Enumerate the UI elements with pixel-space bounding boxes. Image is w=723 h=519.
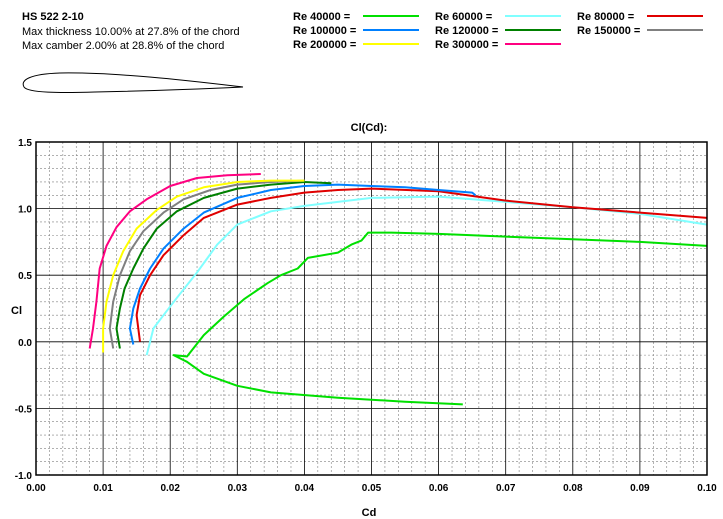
y-tick-label: 1.0 (18, 205, 32, 216)
legend-label: Re 100000 = (293, 25, 356, 37)
series-line-7 (88, 173, 261, 349)
airfoil-shape-outline (22, 72, 244, 93)
camber-info: Max camber 2.00% at 28.8% of the chord (22, 40, 224, 52)
legend-label: Re 80000 = (577, 11, 634, 23)
y-tick-label: 0.5 (18, 271, 32, 282)
thickness-info: Max thickness 10.00% at 27.8% of the cho… (22, 26, 240, 38)
series-line-5 (108, 179, 305, 349)
x-tick-label: 0.09 (630, 483, 650, 494)
y-tick-label: -1.0 (15, 471, 33, 482)
plot-series (88, 173, 708, 406)
x-tick-label: 0.01 (93, 483, 113, 494)
x-tick-label: 0.10 (697, 483, 717, 494)
plot-frame (35, 141, 708, 476)
series-line-0 (172, 231, 708, 406)
x-tick-label: 0.03 (228, 483, 248, 494)
chart-title: Cl(Cd): (351, 122, 388, 134)
y-axis-label: Cl (11, 305, 22, 317)
legend-label: Re 300000 = (435, 39, 498, 51)
x-tick-label: 0.06 (429, 483, 449, 494)
x-tick-label: 0.04 (295, 483, 315, 494)
plot-grid (36, 142, 707, 475)
x-tick-label: 0.02 (160, 483, 180, 494)
x-tick-label: 0.07 (496, 483, 516, 494)
y-tick-label: 1.5 (18, 138, 32, 149)
series-line-2 (135, 187, 708, 342)
y-tick-label: -0.5 (15, 404, 33, 415)
series-line-4 (115, 181, 332, 349)
x-tick-label: 0.05 (362, 483, 382, 494)
legend-label: Re 60000 = (435, 11, 492, 23)
legend-label: Re 120000 = (435, 25, 498, 37)
series-line-6 (102, 179, 305, 353)
legend-label: Re 150000 = (577, 25, 640, 37)
legend: Re 40000 = Re 60000 = Re 80000 = Re 100000 … (293, 11, 703, 51)
series-line-3 (128, 183, 477, 345)
airfoil-name: HS 522 2-10 (22, 11, 84, 23)
series-line-1 (145, 195, 708, 356)
legend-label: Re 40000 = (293, 11, 350, 23)
legend-label: Re 200000 = (293, 39, 356, 51)
x-axis-label: Cd (362, 507, 377, 519)
axis-ticks: 0.00 0.01 0.02 0.03 0.04 0.05 0.06 0.07 0.08 0.09… (15, 138, 717, 494)
y-tick-label: 0.0 (18, 338, 32, 349)
x-tick-label: 0.08 (563, 483, 583, 494)
x-tick-label: 0.00 (26, 483, 46, 494)
